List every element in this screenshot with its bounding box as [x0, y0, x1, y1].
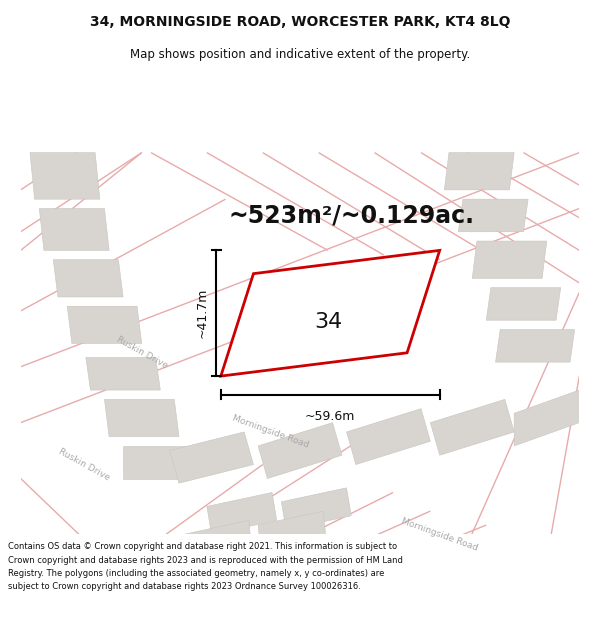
Text: Contains OS data © Crown copyright and database right 2021. This information is : Contains OS data © Crown copyright and d… [8, 542, 397, 551]
Polygon shape [30, 152, 100, 199]
Polygon shape [347, 409, 430, 464]
Text: Registry. The polygons (including the associated geometry, namely x, y co-ordina: Registry. The polygons (including the as… [8, 569, 385, 578]
Polygon shape [104, 399, 179, 437]
Polygon shape [445, 152, 514, 190]
Polygon shape [123, 446, 188, 479]
Polygon shape [486, 288, 561, 320]
Text: 34: 34 [314, 312, 342, 332]
Polygon shape [170, 432, 253, 483]
Polygon shape [221, 251, 440, 376]
Text: Ruskin Drive: Ruskin Drive [57, 447, 111, 482]
Polygon shape [67, 306, 142, 344]
Text: Crown copyright and database rights 2023 and is reproduced with the permission o: Crown copyright and database rights 2023… [8, 556, 403, 564]
Text: Map shows position and indicative extent of the property.: Map shows position and indicative extent… [130, 48, 470, 61]
Polygon shape [258, 511, 326, 553]
Polygon shape [39, 209, 109, 251]
Polygon shape [86, 357, 160, 390]
Text: ~41.7m: ~41.7m [196, 288, 209, 338]
Polygon shape [514, 390, 580, 446]
Polygon shape [472, 241, 547, 278]
Polygon shape [258, 422, 342, 479]
Text: Morningside Road: Morningside Road [400, 516, 479, 552]
Polygon shape [458, 199, 528, 232]
Polygon shape [207, 492, 277, 534]
Polygon shape [53, 260, 123, 297]
Text: ~59.6m: ~59.6m [305, 409, 355, 422]
Text: Ruskin Drive: Ruskin Drive [115, 335, 169, 371]
Polygon shape [281, 488, 351, 530]
Text: Morningside Road: Morningside Road [230, 414, 310, 450]
Polygon shape [496, 329, 575, 362]
Text: 34, MORNINGSIDE ROAD, WORCESTER PARK, KT4 8LQ: 34, MORNINGSIDE ROAD, WORCESTER PARK, KT… [90, 15, 510, 29]
Polygon shape [184, 521, 251, 562]
Polygon shape [430, 399, 514, 455]
Text: subject to Crown copyright and database rights 2023 Ordnance Survey 100026316.: subject to Crown copyright and database … [8, 582, 361, 591]
Text: ~523m²/~0.129ac.: ~523m²/~0.129ac. [228, 204, 474, 228]
